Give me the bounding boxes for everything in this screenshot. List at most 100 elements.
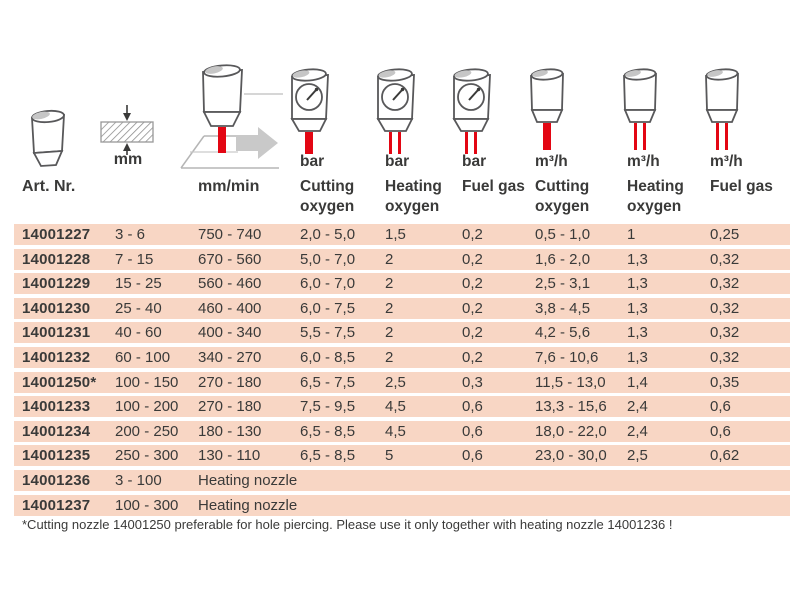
cutting-oxygen-bar-cell: 6,0 - 7,5 [300, 299, 356, 317]
thickness-cell: 200 - 250 [115, 422, 179, 440]
cutting-oxygen-bar-cell: 7,5 - 9,5 [300, 398, 356, 416]
table-row: 14001231 40 - 60 400 - 340 5,5 - 7,5 2 0,2 4,2… [14, 322, 790, 344]
table-row: 14001232 60 - 100 340 - 270 6,0 - 8,5 2 0,2 7,… [14, 347, 790, 368]
heating-oxygen-m3h-cell: 1,4 [627, 373, 648, 391]
table-row: 14001236 3 - 100 Heating nozzle [14, 470, 790, 491]
unit-m3h: m³/h [710, 153, 743, 170]
thickness-cell: 3 - 100 [115, 472, 162, 489]
cutting-oxygen-bar-cell: 6,0 - 7,0 [300, 275, 356, 293]
speed-cell: 460 - 400 [198, 299, 262, 317]
unit-bar: bar [385, 153, 410, 170]
cutting-oxygen-m3h-cell: 3,8 - 4,5 [535, 299, 591, 317]
art-nr-cell: 14001234 [22, 422, 91, 440]
speed-cell: 340 - 270 [198, 349, 262, 366]
speed-cell: 130 - 110 [198, 447, 261, 465]
heating-oxygen-m3h-cell: 1 [627, 226, 636, 243]
art-nr-cell: 14001236 [22, 472, 91, 489]
heating-oxygen-bar-cell: 1,5 [385, 226, 406, 243]
table-row: 14001227 3 - 6 750 - 740 2,0 - 5,0 1,5 0,2 0,5… [14, 224, 790, 245]
nozzle-type-cell: Heating nozzle [198, 496, 298, 514]
fuel-gas-m3h-cell: 0,32 [710, 299, 740, 317]
table-row: 14001250* 100 - 150 270 - 180 6,5 - 7,5 2,5 0… [14, 371, 790, 393]
art-nr-cell: 14001231 [22, 324, 91, 342]
cutting-oxygen-m3h-cell: 13,3 - 15,6 [535, 398, 607, 416]
thickness-cell: 100 - 300 [115, 496, 179, 514]
art-nr-cell: 14001230 [22, 299, 91, 317]
fuel-gas-m3h-cell: 0,32 [710, 349, 740, 366]
nozzle-single-jet-icon [527, 66, 567, 154]
speed-cell: 270 - 180 [198, 373, 262, 391]
fuel-gas-m3h-cell: 0,32 [710, 250, 740, 268]
heating-oxygen-bar-cell: 2 [385, 275, 394, 293]
col-header-cutting-oxygen-bar: Cutting oxygen [300, 178, 355, 215]
heating-oxygen-bar-cell: 5 [385, 447, 394, 465]
cutting-oxygen-bar-cell: 2,0 - 5,0 [300, 226, 356, 243]
art-nr-cell: 14001250* [22, 373, 97, 391]
table-row: 14001229 15 - 25 560 - 460 6,0 - 7,0 2 0,2 2,5… [14, 273, 790, 295]
thickness-cell: 100 - 150 [115, 373, 179, 391]
cutting-oxygen-m3h-cell: 1,6 - 2,0 [535, 250, 591, 268]
footnote: *Cutting nozzle 14001250 preferable for … [22, 517, 673, 532]
col-header-art-nr: Art. Nr. [22, 178, 76, 195]
unit-m3h: m³/h [627, 153, 660, 170]
cutting-oxygen-bar-cell: 5,0 - 7,0 [300, 250, 356, 268]
unit-m3h: m³/h [535, 153, 568, 170]
fuel-gas-bar-cell: 0,6 [462, 422, 483, 440]
art-nr-cell: 14001232 [22, 349, 91, 366]
cutting-oxygen-m3h-cell: 11,5 - 13,0 [535, 373, 606, 391]
nozzle-type-cell: Heating nozzle [198, 472, 298, 489]
art-nr-cell: 14001229 [22, 275, 91, 293]
speed-cell: 270 - 180 [198, 398, 262, 416]
heating-oxygen-bar-cell: 2 [385, 349, 394, 366]
cutting-oxygen-m3h-cell: 2,5 - 3,1 [535, 275, 591, 293]
speed-cell: 180 - 130 [198, 422, 262, 440]
cutting-oxygen-m3h-cell: 0,5 - 1,0 [535, 226, 591, 243]
heating-oxygen-bar-cell: 2,5 [385, 373, 406, 391]
thickness-cell: 15 - 25 [115, 275, 162, 293]
fuel-gas-m3h-cell: 0,32 [710, 275, 740, 293]
col-header-heating-oxygen-bar: Heating oxygen [385, 178, 442, 215]
table-row: 14001230 25 - 40 460 - 400 6,0 - 7,5 2 0,2 3,8… [14, 297, 790, 319]
art-nr-cell: 14001228 [22, 250, 91, 268]
col-header-speed-mm-min: mm/min [198, 178, 260, 195]
fuel-gas-m3h-cell: 0,6 [710, 398, 731, 416]
heating-oxygen-m3h-cell: 1,3 [627, 250, 648, 268]
fuel-gas-m3h-cell: 0,6 [710, 422, 731, 440]
cutting-oxygen-m3h-cell: 23,0 - 30,0 [535, 447, 607, 465]
gauge-nozzle-single-jet-icon [287, 66, 333, 158]
cutting-oxygen-bar-cell: 6,5 - 7,5 [300, 373, 356, 391]
cutting-oxygen-bar-cell: 5,5 - 7,5 [300, 324, 356, 342]
fuel-gas-bar-cell: 0,2 [462, 299, 483, 317]
thickness-cell: 60 - 100 [115, 349, 171, 366]
thickness-cell: 7 - 15 [115, 250, 154, 268]
unit-bar: bar [462, 153, 487, 170]
heating-oxygen-bar-cell: 2 [385, 324, 394, 342]
heating-oxygen-m3h-cell: 1,3 [627, 299, 648, 317]
speed-cell: 560 - 460 [198, 275, 262, 293]
gauge-nozzle-double-jet-icon [449, 66, 495, 158]
material-thickness-icon [98, 104, 156, 156]
table-row: 14001234 200 - 250 180 - 130 6,5 - 8,5 4,5 0,… [14, 420, 790, 442]
heating-oxygen-m3h-cell: 1,3 [627, 275, 648, 293]
table-row: 14001237 100 - 300 Heating nozzle [14, 494, 790, 516]
fuel-gas-m3h-cell: 0,35 [710, 373, 740, 391]
art-nr-cell: 14001237 [22, 496, 91, 514]
heating-oxygen-m3h-cell: 2,5 [627, 447, 648, 465]
thickness-cell: 250 - 300 [115, 447, 179, 465]
heating-oxygen-bar-cell: 4,5 [385, 398, 406, 416]
table-row: 14001233 100 - 200 270 - 180 7,5 - 9,5 4,5 0,… [14, 396, 790, 418]
speed-cell: 400 - 340 [198, 324, 262, 342]
thickness-cell: 100 - 200 [115, 398, 179, 416]
cutting-oxygen-bar-cell: 6,5 - 8,5 [300, 447, 356, 465]
col-header-thickness-mm: mm [113, 151, 143, 168]
fuel-gas-bar-cell: 0,3 [462, 373, 483, 391]
nozzle-double-jet-icon [702, 66, 742, 154]
fuel-gas-bar-cell: 0,2 [462, 250, 483, 268]
table-row: 14001235 250 - 300 130 - 110 6,5 - 8,5 5 0,6 2… [14, 445, 790, 467]
thickness-cell: 40 - 60 [115, 324, 162, 342]
unit-bar: bar [300, 153, 325, 170]
fuel-gas-m3h-cell: 0,32 [710, 324, 740, 342]
heating-oxygen-bar-cell: 2 [385, 299, 394, 317]
fuel-gas-bar-cell: 0,2 [462, 275, 483, 293]
heating-oxygen-m3h-cell: 1,3 [627, 349, 648, 366]
